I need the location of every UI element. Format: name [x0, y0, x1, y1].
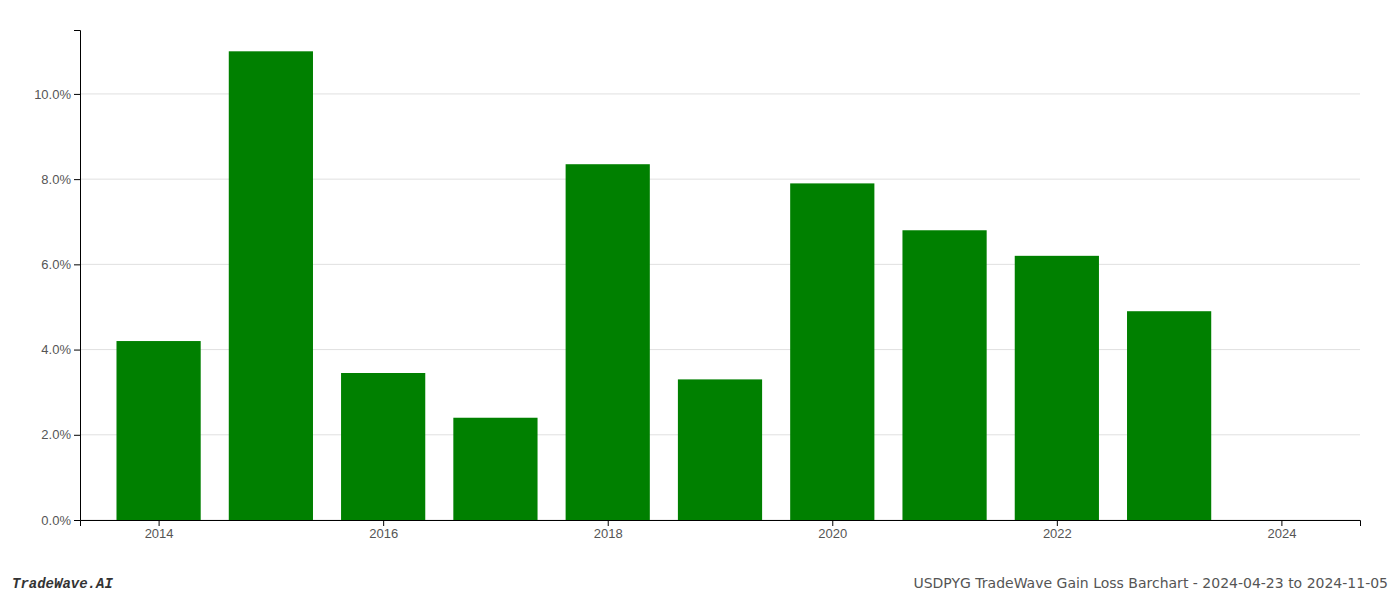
x-tick: 2020: [818, 520, 847, 541]
x-tick: 2024: [1267, 520, 1296, 541]
bar: [790, 183, 874, 520]
bar: [1239, 520, 1323, 521]
x-tick: 2014: [145, 520, 174, 541]
y-tick: 2.0%: [41, 427, 80, 442]
y-tick-label: 8.0%: [41, 172, 71, 187]
x-tick-label: 2024: [1267, 526, 1296, 541]
y-tick-label: 0.0%: [41, 513, 71, 528]
y-tick: 8.0%: [41, 172, 80, 187]
x-tick-mark: [832, 520, 833, 526]
y-tick: 10.0%: [34, 87, 80, 102]
plot-area: 2014 2016 2018 2020 2022 2024 0.0% 2.0% 4.0% 6.0%…: [34, 31, 1360, 542]
x-tick-mark: [608, 520, 609, 526]
y-tick-label: 6.0%: [41, 257, 71, 272]
y-axis: 0.0% 2.0% 4.0% 6.0% 8.0% 10.0%: [34, 31, 80, 528]
x-tick-mark: [383, 520, 384, 526]
y-tick: 0.0%: [41, 513, 80, 528]
chart-container: 2014 2016 2018 2020 2022 2024 0.0% 2.0% 4.0% 6.0%…: [0, 0, 1400, 600]
y-tick-label: 10.0%: [34, 87, 71, 102]
bar: [1127, 311, 1211, 520]
x-tick-label: 2020: [818, 526, 847, 541]
bar: [566, 164, 650, 520]
y-tick: 4.0%: [41, 342, 80, 357]
bar: [1015, 256, 1099, 520]
x-tick-label: 2022: [1043, 526, 1072, 541]
chart-svg: 2014 2016 2018 2020 2022 2024 0.0% 2.0% 4.0% 6.0%…: [0, 0, 1400, 600]
bar: [678, 379, 762, 520]
x-tick-label: 2016: [369, 526, 398, 541]
y-tick-mark: [74, 264, 80, 265]
y-tick-label: 2.0%: [41, 427, 71, 442]
bars: [116, 51, 1211, 520]
y-axis-line: [74, 31, 81, 521]
x-tick: 2018: [594, 520, 623, 541]
y-tick-label: 4.0%: [41, 342, 71, 357]
x-tick-label: 2018: [594, 526, 623, 541]
y-tick-mark: [74, 435, 80, 436]
y-tick-mark: [74, 520, 80, 521]
y-tick-mark: [74, 94, 80, 95]
x-tick: 2016: [369, 520, 398, 541]
x-tick-mark: [159, 520, 160, 526]
x-tick-mark: [1057, 520, 1058, 526]
bar: [229, 51, 313, 520]
bar: [341, 373, 425, 520]
footer-right: USDPYG TradeWave Gain Loss Barchart - 20…: [913, 575, 1388, 591]
x-tick-label: 2014: [145, 526, 174, 541]
x-axis-line: [81, 521, 1361, 527]
y-tick-mark: [74, 350, 80, 351]
y-tick: 6.0%: [41, 257, 80, 272]
footer-left: TradeWave.AI: [12, 576, 113, 592]
y-tick-mark: [74, 179, 80, 180]
x-tick: 2022: [1043, 520, 1072, 541]
bar: [453, 418, 537, 520]
x-axis: 2014 2016 2018 2020 2022 2024: [81, 520, 1361, 541]
bar: [116, 341, 200, 520]
x-tick-mark: [1281, 520, 1282, 526]
bar: [902, 230, 986, 520]
